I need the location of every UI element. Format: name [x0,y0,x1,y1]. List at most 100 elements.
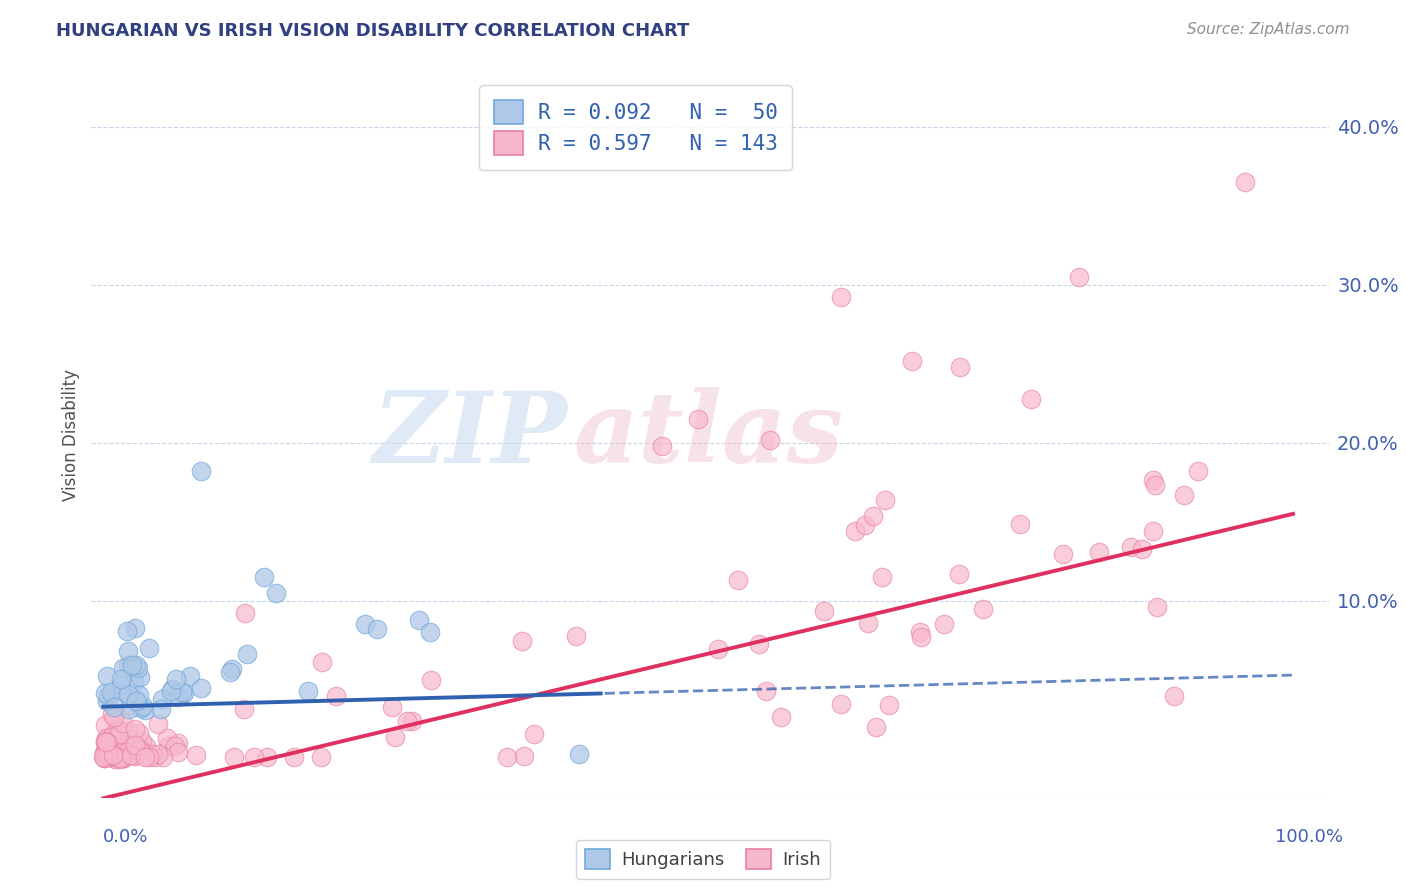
Point [97,745,120,759]
Point [419,673,441,688]
Point [770,709,793,723]
Point [125,693,148,707]
Point [127,743,149,757]
Point [190,464,212,478]
Point [523,726,546,740]
Point [93,747,115,761]
Point [297,683,319,698]
Point [97,748,120,763]
Point [170,685,193,699]
Point [1052,547,1074,561]
Point [1146,600,1168,615]
Point [408,613,430,627]
Point [104,751,127,765]
Point [222,750,245,764]
Point [100,706,122,721]
Point [165,672,187,686]
Point [1142,473,1164,487]
Point [233,702,256,716]
Text: ZIP: ZIP [373,386,568,483]
Point [167,745,190,759]
Legend: Hungarians, Irish: Hungarians, Irish [576,839,830,879]
Point [419,625,441,640]
Point [100,731,122,746]
Point [112,661,135,675]
Point [1142,524,1164,538]
Point [146,716,169,731]
Point [103,710,125,724]
Point [94,742,117,756]
Point [100,750,122,764]
Point [93,718,115,732]
Point [107,734,129,748]
Text: atlas: atlas [574,386,844,483]
Point [127,661,149,675]
Point [396,714,419,728]
Point [1234,175,1257,189]
Point [311,655,333,669]
Point [124,722,146,736]
Point [108,727,131,741]
Point [156,731,179,745]
Point [156,739,179,754]
Point [93,749,115,764]
Point [173,686,195,700]
Point [122,675,145,690]
Point [107,723,129,738]
Point [138,750,160,764]
Point [235,647,257,661]
Point [510,634,533,648]
Point [96,739,118,753]
Point [98,748,121,763]
Point [190,681,212,695]
Point [93,751,115,765]
Point [131,733,153,747]
Point [830,697,852,711]
Point [1130,541,1153,556]
Point [908,624,931,639]
Point [309,750,332,764]
Point [101,748,124,763]
Point [758,433,780,447]
Point [100,747,122,761]
Point [117,658,139,673]
Point [100,685,122,699]
Point [727,573,749,587]
Point [862,508,884,523]
Point [108,745,131,759]
Point [118,744,141,758]
Point [98,747,121,762]
Point [856,616,879,631]
Point [853,518,876,533]
Point [94,751,117,765]
Point [97,743,120,757]
Point [93,735,115,749]
Point [949,359,972,374]
Point [143,750,166,764]
Point [1019,392,1042,406]
Point [167,736,190,750]
Point [264,586,287,600]
Point [865,720,887,734]
Point [748,637,770,651]
Point [1119,540,1142,554]
Point [141,747,163,761]
Point [128,743,150,757]
Point [96,747,118,761]
Point [1187,464,1209,478]
Text: 100.0%: 100.0% [1275,828,1343,846]
Point [98,748,121,763]
Point [1173,488,1195,502]
Point [96,689,118,703]
Point [110,672,132,686]
Point [128,688,150,702]
Point [221,663,243,677]
Point [94,749,117,764]
Point [132,699,155,714]
Point [755,684,778,698]
Point [124,738,146,752]
Point [117,644,139,658]
Point [1143,477,1166,491]
Point [401,714,423,729]
Point [813,604,835,618]
